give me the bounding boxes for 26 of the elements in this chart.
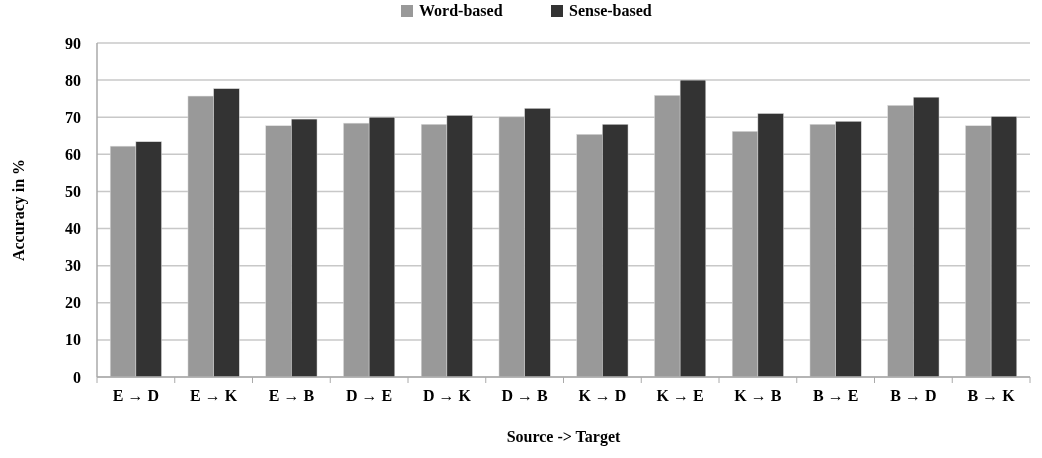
y-tick-label: 70 (65, 108, 81, 126)
x-tick-label: D → K (422, 387, 472, 404)
y-tick-label: 0 (73, 368, 81, 386)
x-tick-label: B → E (812, 387, 859, 404)
y-tick-label: 10 (65, 331, 81, 349)
x-tick-label: K → B (734, 387, 782, 404)
y-tick-label: 80 (65, 71, 81, 89)
y-tick-label: 20 (65, 294, 81, 312)
y-axis-title: Accuracy in % (10, 158, 28, 262)
y-tick-label: 40 (65, 220, 81, 238)
x-tick-label: B → D (890, 387, 937, 404)
x-tick-label: E → B (268, 387, 315, 404)
legend-label: Sense-based (569, 2, 652, 19)
x-tick-label: D → B (501, 387, 549, 404)
y-tick-label: 90 (65, 34, 81, 52)
x-tick-label: B → K (967, 387, 1016, 404)
y-tick-label: 30 (65, 257, 81, 275)
x-tick-label: E → D (112, 387, 159, 404)
x-tick-label: D → E (346, 387, 393, 404)
x-axis-title: Source -> Target (506, 428, 622, 446)
x-tick-label: K → E (656, 387, 704, 404)
x-tick-label: K → D (578, 387, 627, 404)
y-tick-label: 60 (65, 145, 81, 163)
y-tick-label: 50 (65, 183, 81, 201)
x-tick-label: E → K (190, 387, 238, 404)
legend-label: Word-based (419, 2, 503, 19)
